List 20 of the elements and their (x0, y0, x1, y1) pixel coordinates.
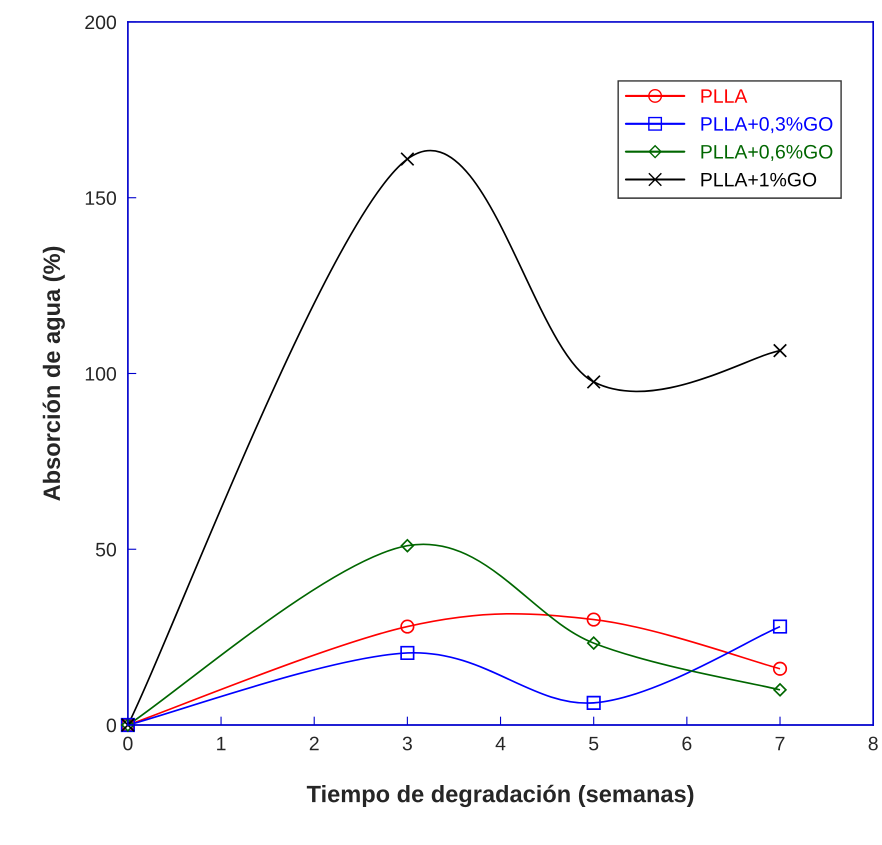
x-tick-label: 1 (217, 736, 226, 750)
y-tick-label: 50 (96, 542, 116, 556)
x-tick-label: 5 (589, 736, 598, 750)
x-tick-label: 2 (310, 736, 319, 750)
x-tick-label: 8 (868, 736, 878, 750)
x-tick-label: 6 (682, 736, 692, 750)
y-tick-label: 0 (106, 718, 116, 732)
y-axis-title: Absorción de agua (%) (42, 246, 65, 501)
legend-label: PLLA+1%GO (701, 172, 816, 187)
x-tick-label: 0 (123, 736, 133, 750)
y-tick-label: 100 (86, 366, 116, 381)
legend-label: PLLA+0,3%GO (701, 117, 832, 134)
y-tick-label: 150 (86, 191, 116, 205)
x-tick-label: 3 (402, 736, 412, 750)
y-tick-label: 200 (85, 15, 116, 30)
x-axis-title: Tiempo de degradación (semanas) (306, 784, 694, 808)
x-tick-label: 7 (776, 736, 784, 750)
legend-label: PLLA+0,6%GO (701, 144, 832, 161)
x-tick-label: 4 (496, 736, 506, 750)
legend-label: PLLA (701, 89, 748, 103)
